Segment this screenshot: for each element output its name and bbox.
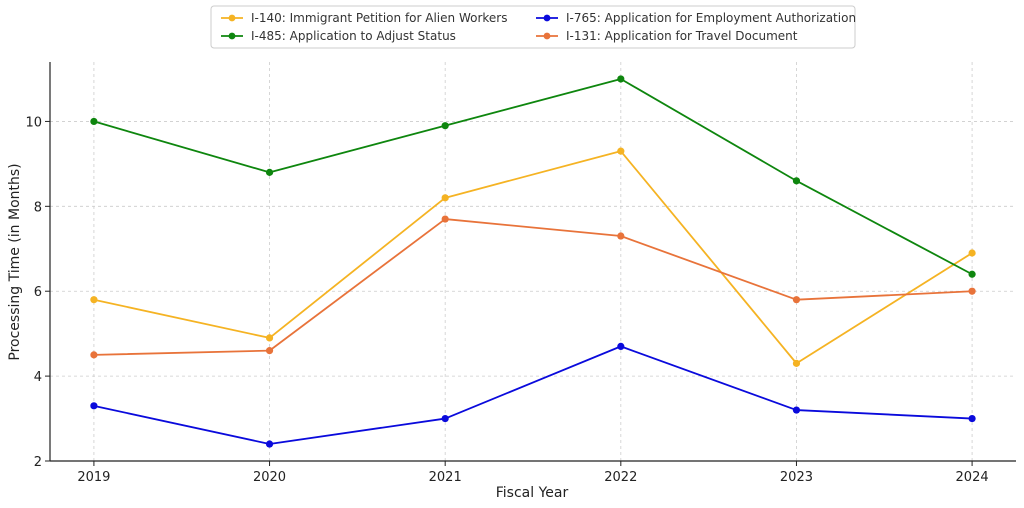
data-point <box>968 414 976 423</box>
legend-swatch-marker <box>543 14 551 22</box>
series-4 <box>90 215 976 359</box>
legend-swatch-marker <box>228 14 236 22</box>
legend-label: I-485: Application to Adjust Status <box>251 29 456 43</box>
data-point <box>265 440 274 448</box>
x-tick-label: 2019 <box>77 470 110 485</box>
legend-item: I-485: Application to Adjust Status <box>221 29 456 43</box>
y-tick-label: 10 <box>25 115 42 130</box>
series-line <box>93 150 973 365</box>
axes: 2 4 6 8 10 2019 2020 2021 2022 2023 2024 <box>25 62 1016 485</box>
data-point <box>441 122 449 130</box>
data-point <box>90 296 98 304</box>
legend: I-140: Immigrant Petition for Alien Work… <box>210 5 856 49</box>
legend-label: I-131: Application for Travel Document <box>566 29 798 43</box>
x-tick-label: 2020 <box>253 470 286 485</box>
x-tick-label: 2022 <box>604 470 637 485</box>
data-point <box>617 342 625 350</box>
series-line <box>93 345 973 445</box>
data-point <box>441 194 449 202</box>
data-point <box>792 296 801 304</box>
data-point <box>968 287 976 295</box>
data-point <box>792 406 801 414</box>
data-point <box>968 249 976 257</box>
y-tick-label: 4 <box>34 370 42 385</box>
data-point <box>265 347 274 355</box>
y-tick-label: 8 <box>34 200 42 215</box>
series-1 <box>90 147 976 367</box>
y-tick-label: 6 <box>34 285 42 300</box>
x-tick-label: 2021 <box>429 470 462 485</box>
legend-frame <box>210 5 856 49</box>
data-point <box>441 414 449 423</box>
legend-swatch-marker <box>543 32 551 40</box>
data-point <box>441 215 449 223</box>
series-lines <box>90 75 976 448</box>
y-axis-title: Processing Time (in Months) <box>7 163 23 360</box>
y-tick-label: 2 <box>34 455 42 470</box>
data-point <box>617 75 625 83</box>
legend-item: I-765: Application for Employment Author… <box>536 11 856 25</box>
series-3 <box>90 75 976 278</box>
legend-item: I-131: Application for Travel Document <box>536 29 798 43</box>
data-point <box>90 117 98 126</box>
legend-item: I-140: Immigrant Petition for Alien Work… <box>221 11 507 25</box>
data-point <box>90 402 98 410</box>
data-point <box>90 351 98 359</box>
x-axis-title: Fiscal Year <box>496 485 569 501</box>
series-2 <box>90 342 976 448</box>
data-point <box>265 168 274 176</box>
data-point <box>968 270 976 278</box>
data-point <box>617 232 625 240</box>
legend-label: I-765: Application for Employment Author… <box>566 11 856 25</box>
data-point <box>617 147 625 155</box>
legend-swatch-marker <box>228 32 236 40</box>
series-line <box>93 78 973 276</box>
x-tick-label: 2023 <box>780 470 813 485</box>
data-point <box>792 177 801 185</box>
legend-label: I-140: Immigrant Petition for Alien Work… <box>251 11 507 25</box>
series-line <box>93 218 973 356</box>
data-point <box>265 334 274 342</box>
grid <box>50 62 1016 462</box>
data-point <box>792 359 801 367</box>
x-tick-label: 2024 <box>956 470 989 485</box>
